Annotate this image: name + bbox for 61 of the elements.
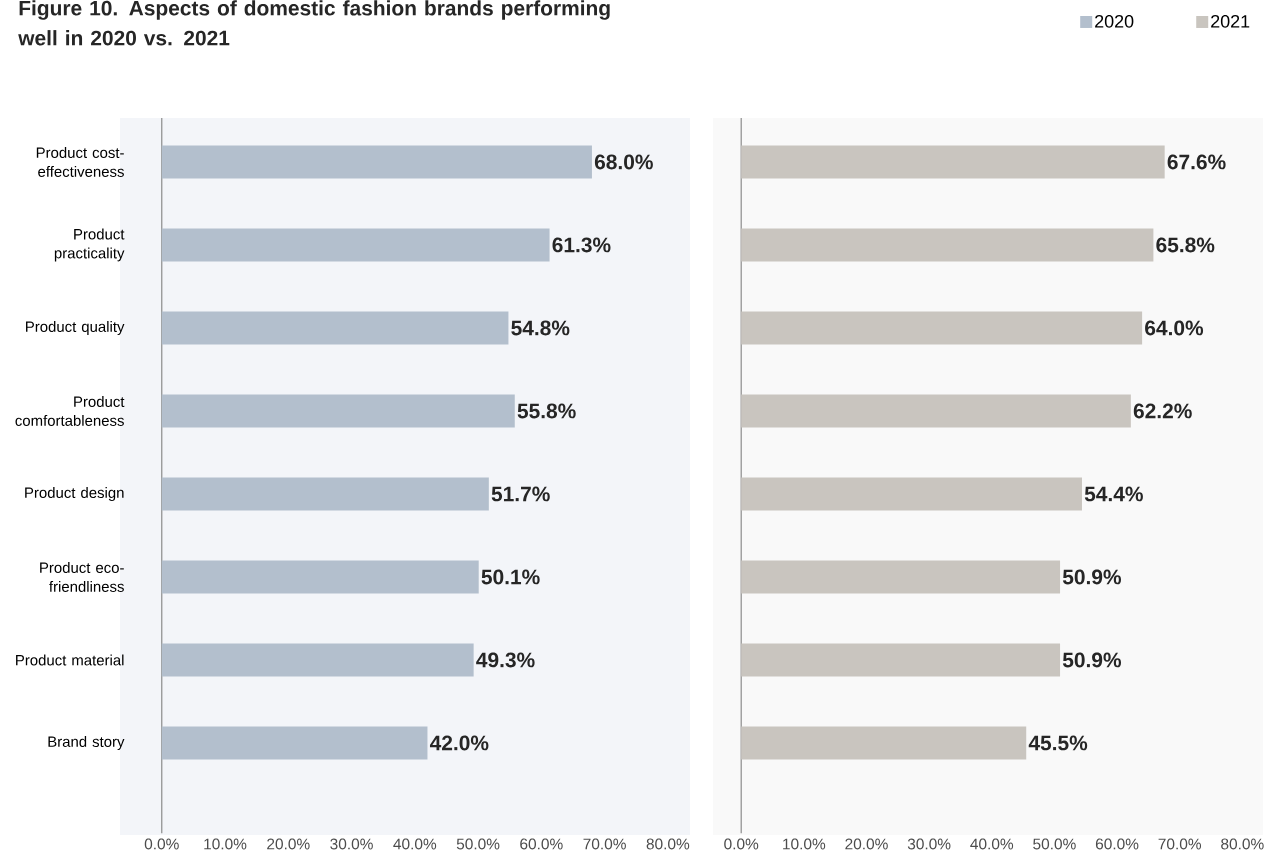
data-label: 64.0% — [1145, 320, 1204, 336]
data-label: 45.5% — [1028, 735, 1088, 751]
data-label: 68.0% — [594, 154, 653, 170]
legend-label: 2021 — [1211, 14, 1250, 28]
data-label: 65.8% — [1156, 237, 1215, 253]
data-label: 54.8% — [511, 320, 570, 336]
bar — [161, 145, 592, 179]
x-tick-label: 60.0% — [520, 838, 563, 850]
legend-label: 2020 — [1095, 14, 1134, 28]
bar — [161, 394, 515, 428]
bar — [161, 311, 509, 345]
bar — [741, 145, 1165, 179]
y-tick-label: Product cost-effectiveness — [36, 147, 124, 177]
x-tick-label: 0.0% — [724, 838, 759, 850]
data-label: 54.4% — [1084, 486, 1143, 502]
y-tick-label: Product design — [25, 487, 124, 501]
y-tick-label: Product practicality — [54, 228, 125, 262]
data-label: 50.1% — [481, 569, 540, 585]
x-tick-label: 20.0% — [845, 838, 888, 850]
data-label: 61.3% — [552, 237, 611, 253]
data-label: 51.7% — [491, 486, 550, 502]
x-tick-label: 30.0% — [907, 838, 951, 850]
bar — [161, 477, 489, 511]
data-label: 50.9% — [1062, 652, 1122, 668]
x-tick-label: 10.0% — [204, 838, 247, 850]
bar — [741, 560, 1061, 594]
bar — [741, 311, 1143, 345]
x-tick-label: 40.0% — [393, 838, 437, 850]
bar — [161, 228, 550, 262]
x-tick-label: 40.0% — [970, 838, 1014, 850]
bar — [161, 726, 428, 760]
data-label: 42.0% — [429, 735, 489, 751]
x-tick-label: 60.0% — [1095, 838, 1139, 850]
bar — [741, 477, 1082, 511]
y-tick-label: Product comfortableness — [15, 396, 125, 426]
x-tick-label: 70.0% — [583, 838, 626, 850]
bar — [161, 643, 474, 677]
bar — [741, 726, 1027, 760]
y-tick-label: Brand story — [48, 736, 125, 750]
data-label: 50.9% — [1062, 569, 1122, 585]
x-tick-label: 20.0% — [267, 838, 310, 850]
x-tick-label: 10.0% — [783, 838, 826, 850]
y-tick-label: Product eco-friendliness — [40, 562, 124, 592]
bar — [741, 228, 1154, 262]
bar — [161, 560, 479, 594]
data-label: 49.3% — [476, 652, 535, 668]
x-tick-label: 30.0% — [330, 838, 373, 850]
x-tick-label: 0.0% — [144, 838, 179, 850]
x-tick-label: 50.0% — [1033, 838, 1076, 850]
bar — [741, 643, 1061, 677]
x-tick-label: 70.0% — [1158, 838, 1202, 850]
data-label: 62.2% — [1133, 403, 1192, 419]
x-tick-label: 80.0% — [1221, 838, 1264, 850]
x-tick-label: 80.0% — [646, 838, 690, 850]
chart-title: Figure 10. Aspects of domestic fashion brands performing well in 2020 vs. 2021 — [18, 0, 610, 46]
y-tick-label: Product material — [16, 654, 124, 666]
x-tick-label: 50.0% — [456, 838, 500, 850]
bar — [741, 394, 1131, 428]
y-tick-label: Product quality — [26, 321, 125, 335]
data-label: 67.6% — [1167, 154, 1226, 170]
data-label: 55.8% — [517, 403, 576, 419]
